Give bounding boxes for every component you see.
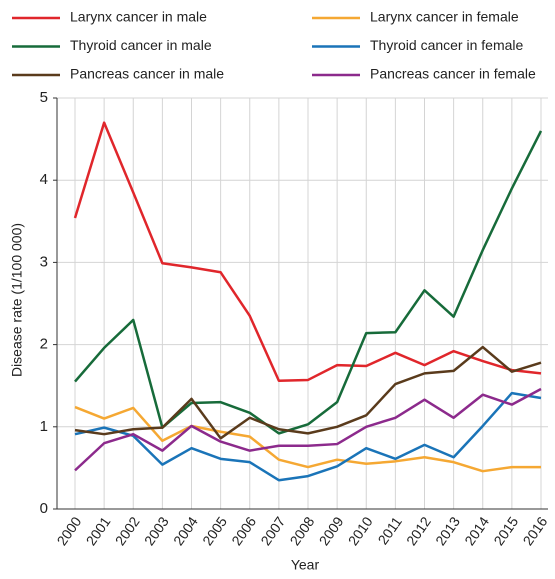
x-tick-label: 2003 xyxy=(141,514,172,549)
x-tick-label: 2006 xyxy=(228,514,259,549)
y-axis-label: Disease rate (1/100 000) xyxy=(9,223,25,377)
x-tick-label: 2004 xyxy=(170,514,201,549)
legend-label: Larynx cancer in female xyxy=(370,9,519,25)
x-tick-label: 2014 xyxy=(461,514,492,549)
y-tick-label: 5 xyxy=(40,89,48,106)
series-line xyxy=(74,387,542,472)
y-tick-label: 1 xyxy=(40,418,48,435)
x-tick-label: 2007 xyxy=(257,514,288,549)
legend-label: Larynx cancer in male xyxy=(70,9,207,25)
x-tick-label: 2010 xyxy=(345,514,376,549)
series-line xyxy=(74,405,541,473)
x-tick-label: 2009 xyxy=(316,514,347,549)
x-tick-label: 2015 xyxy=(490,514,521,549)
x-axis-label: Year xyxy=(291,557,320,573)
x-tick-label: 2001 xyxy=(83,514,114,549)
series-line xyxy=(74,130,543,435)
y-tick-label: 4 xyxy=(40,171,48,188)
series-line xyxy=(73,121,542,383)
y-tick-label: 0 xyxy=(40,500,48,517)
x-tick-label: 2016 xyxy=(520,514,551,549)
y-tick-label: 2 xyxy=(40,336,48,353)
series-line xyxy=(74,345,542,440)
legend-label: Pancreas cancer in female xyxy=(370,66,536,82)
x-tick-label: 2008 xyxy=(287,514,318,549)
series-line xyxy=(74,391,542,482)
x-tick-label: 2000 xyxy=(54,514,85,549)
x-tick-label: 2005 xyxy=(199,514,230,549)
x-tick-label: 2013 xyxy=(432,514,463,549)
legend-label: Thyroid cancer in male xyxy=(70,37,212,53)
legend-label: Pancreas cancer in male xyxy=(70,66,224,82)
legend-label: Thyroid cancer in female xyxy=(370,37,524,53)
x-tick-label: 2012 xyxy=(403,514,434,549)
x-tick-label: 2002 xyxy=(112,514,143,549)
x-tick-label: 2011 xyxy=(374,513,404,547)
y-tick-label: 3 xyxy=(40,253,48,270)
